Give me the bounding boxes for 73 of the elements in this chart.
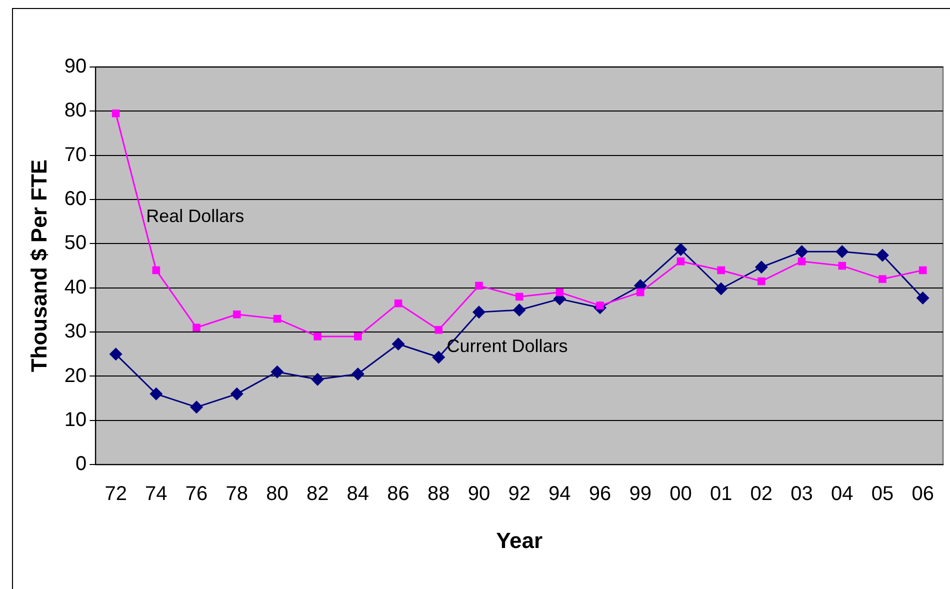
x-tick-label: 94 bbox=[548, 483, 571, 506]
point bbox=[838, 262, 846, 270]
point bbox=[394, 299, 402, 308]
x-tick-label: 72 bbox=[104, 483, 127, 506]
x-tick-label: 86 bbox=[387, 483, 410, 506]
point bbox=[876, 248, 889, 262]
point bbox=[273, 314, 282, 323]
x-tick-label: 90 bbox=[468, 483, 490, 506]
point bbox=[836, 245, 849, 258]
point bbox=[392, 337, 405, 350]
point bbox=[556, 288, 564, 296]
x-tick-label: 84 bbox=[346, 483, 370, 506]
x-tick-label: 00 bbox=[670, 483, 692, 506]
x-tick-label: 76 bbox=[185, 483, 208, 506]
x-tick-label: 78 bbox=[226, 483, 248, 506]
point bbox=[795, 245, 808, 258]
y-axis-title: Thousand $ Per FTE bbox=[26, 159, 52, 372]
point bbox=[311, 372, 324, 386]
point bbox=[434, 326, 443, 334]
point bbox=[636, 288, 644, 296]
point bbox=[512, 303, 526, 316]
y-tick-label: 20 bbox=[64, 364, 87, 387]
point bbox=[515, 292, 524, 301]
point bbox=[676, 257, 685, 266]
series-label: Current Dollars bbox=[446, 336, 568, 356]
point bbox=[314, 332, 322, 340]
point bbox=[351, 368, 364, 381]
point bbox=[472, 306, 486, 319]
point bbox=[190, 400, 204, 414]
point bbox=[475, 282, 483, 290]
series-label: Real Dollars bbox=[146, 206, 244, 226]
x-tick-label: 03 bbox=[790, 483, 813, 506]
point bbox=[918, 266, 927, 274]
point bbox=[717, 266, 725, 274]
x-tick-label: 96 bbox=[588, 483, 612, 506]
x-tick-label: 80 bbox=[266, 483, 288, 506]
point bbox=[714, 282, 728, 296]
y-tick-label: 40 bbox=[64, 276, 87, 298]
y-tick-label: 90 bbox=[64, 56, 87, 78]
point bbox=[270, 365, 284, 378]
point bbox=[192, 324, 200, 332]
x-tick-label: 74 bbox=[145, 483, 168, 506]
x-tick-label: 01 bbox=[710, 483, 732, 506]
y-tick-label: 10 bbox=[64, 408, 87, 431]
x-tick-label: 88 bbox=[428, 483, 450, 506]
y-tick-label: 80 bbox=[64, 100, 87, 122]
point bbox=[674, 242, 688, 256]
point bbox=[232, 310, 241, 318]
point bbox=[109, 348, 122, 361]
point bbox=[758, 277, 766, 286]
point bbox=[152, 266, 160, 274]
x-tick-label: 06 bbox=[912, 483, 934, 506]
point bbox=[230, 387, 244, 400]
x-tick-label: 04 bbox=[831, 483, 854, 506]
point bbox=[150, 387, 163, 400]
y-tick-label: 30 bbox=[64, 320, 87, 343]
x-tick-label: 92 bbox=[508, 483, 530, 506]
y-tick-label: 50 bbox=[64, 232, 87, 254]
point bbox=[432, 350, 446, 364]
y-tick-label: 0 bbox=[76, 453, 87, 476]
point bbox=[878, 275, 886, 283]
x-tick-label: 82 bbox=[306, 483, 329, 506]
point bbox=[916, 292, 930, 305]
point bbox=[354, 332, 362, 340]
x-tick-label: 02 bbox=[750, 483, 773, 506]
x-axis-title: Year bbox=[496, 528, 544, 553]
point bbox=[754, 260, 768, 274]
y-tick-label: 60 bbox=[64, 188, 87, 210]
x-tick-label: 99 bbox=[629, 483, 652, 506]
y-tick-label: 70 bbox=[64, 144, 87, 166]
x-tick-label: 05 bbox=[871, 483, 894, 506]
point bbox=[798, 257, 806, 266]
point bbox=[112, 110, 120, 118]
